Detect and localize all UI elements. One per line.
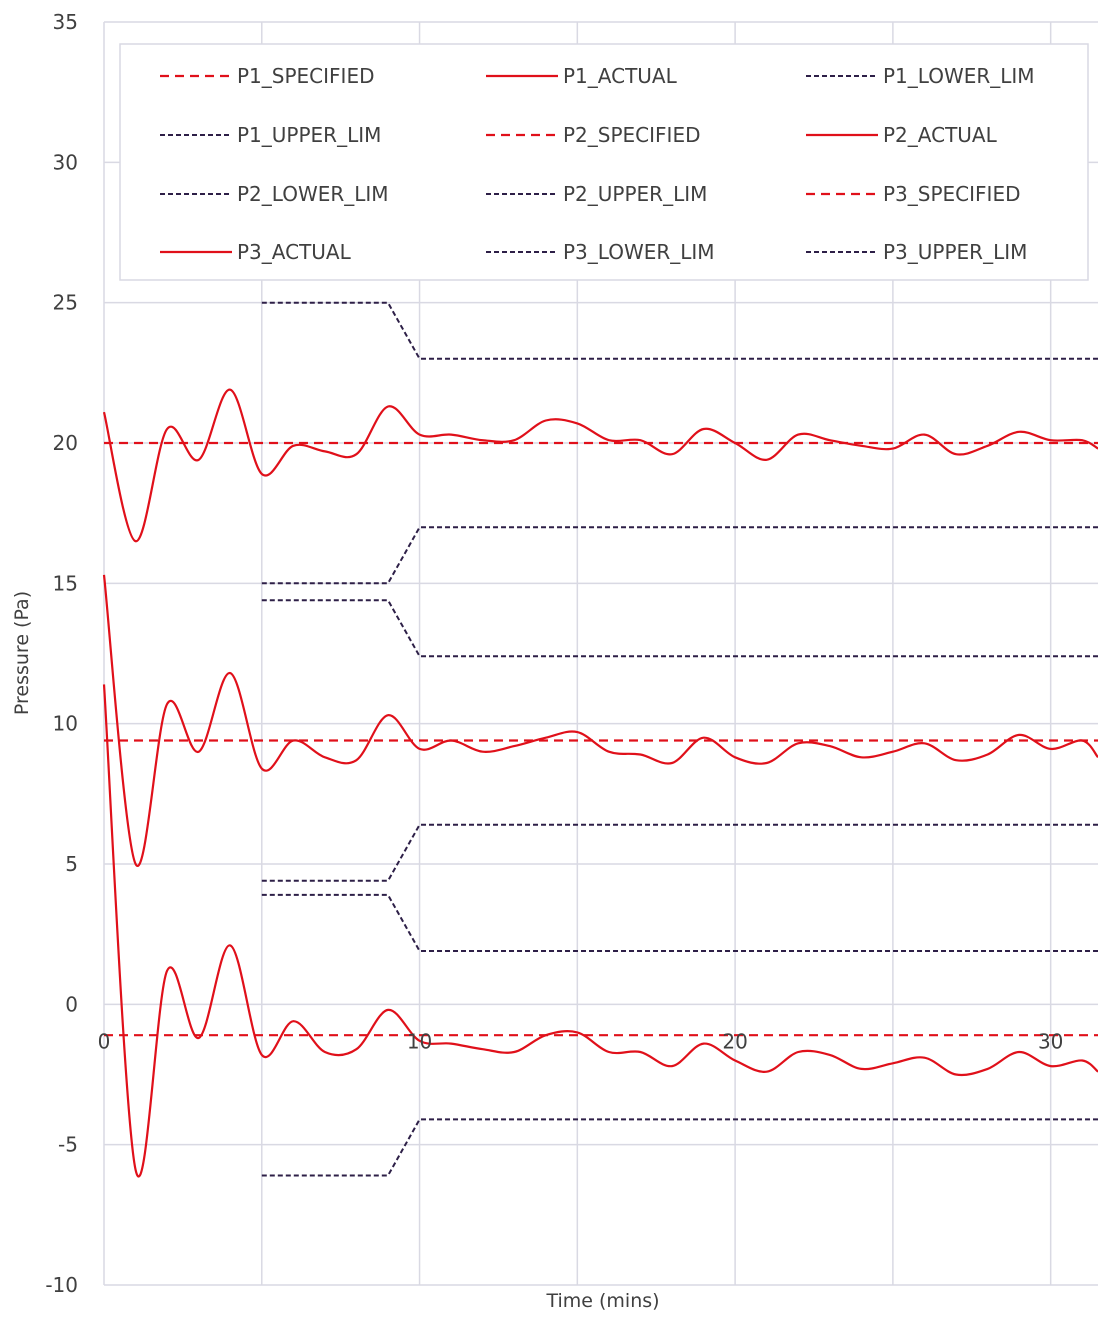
legend-label: P2_UPPER_LIM (563, 182, 707, 206)
series-line-p1-upper-lim (261, 301, 1098, 360)
y-tick-label: 15 (53, 571, 78, 595)
x-tick-label: 10 (407, 1029, 432, 1053)
legend-label: P3_SPECIFIED (883, 182, 1020, 206)
series-line-p1-lower-lim (261, 526, 1098, 585)
series-line-p1-actual (102, 388, 1098, 543)
legend-label: P2_LOWER_LIM (237, 182, 389, 206)
y-tick-label: -10 (45, 1273, 78, 1297)
y-tick-label: 35 (53, 10, 78, 34)
series-line-p3-actual (102, 684, 1098, 1178)
series-line-p2-actual (102, 574, 1098, 868)
series-line-p2-upper-lim (261, 599, 1098, 658)
legend-label: P3_UPPER_LIM (883, 240, 1027, 264)
x-tick-label: 0 (98, 1029, 111, 1053)
legend-label: P1_ACTUAL (563, 64, 678, 88)
legend: P1_SPECIFIED P1_ACTUAL P1_LOWER_LIM P1_UPPE… (119, 43, 1089, 281)
legend-label: P2_SPECIFIED (563, 123, 700, 147)
legend-label: P3_LOWER_LIM (563, 240, 715, 264)
y-tick-label: 5 (65, 852, 78, 876)
x-tick-label: 30 (1038, 1029, 1063, 1053)
series-layer (102, 301, 1098, 1178)
x-tick-label: 20 (722, 1029, 747, 1053)
series-line-p2-lower-lim (261, 823, 1098, 882)
legend-label: P2_ACTUAL (883, 123, 998, 147)
series-line-p3-lower-lim (261, 1118, 1098, 1177)
y-axis-title: Pressure (Pa) (11, 591, 33, 715)
x-axis-title: Time (mins) (545, 1290, 659, 1312)
y-tick-label: 20 (53, 431, 78, 455)
legend-label: P3_ACTUAL (237, 240, 352, 264)
tick-labels: -10 -5 0 5 10 15 20 25 30 35 0 10 20 30 (45, 10, 1063, 1297)
legend-label: P1_UPPER_LIM (237, 123, 381, 147)
y-tick-label: 10 (53, 712, 78, 736)
y-tick-label: 30 (53, 150, 78, 174)
legend-label: P1_LOWER_LIM (883, 64, 1035, 88)
legend-label: P1_SPECIFIED (237, 64, 374, 88)
y-tick-label: -5 (58, 1133, 78, 1157)
y-tick-label: 25 (53, 291, 78, 315)
y-tick-label: 0 (65, 992, 78, 1016)
series-line-p3-upper-lim (261, 893, 1098, 952)
legend-box (119, 43, 1089, 281)
